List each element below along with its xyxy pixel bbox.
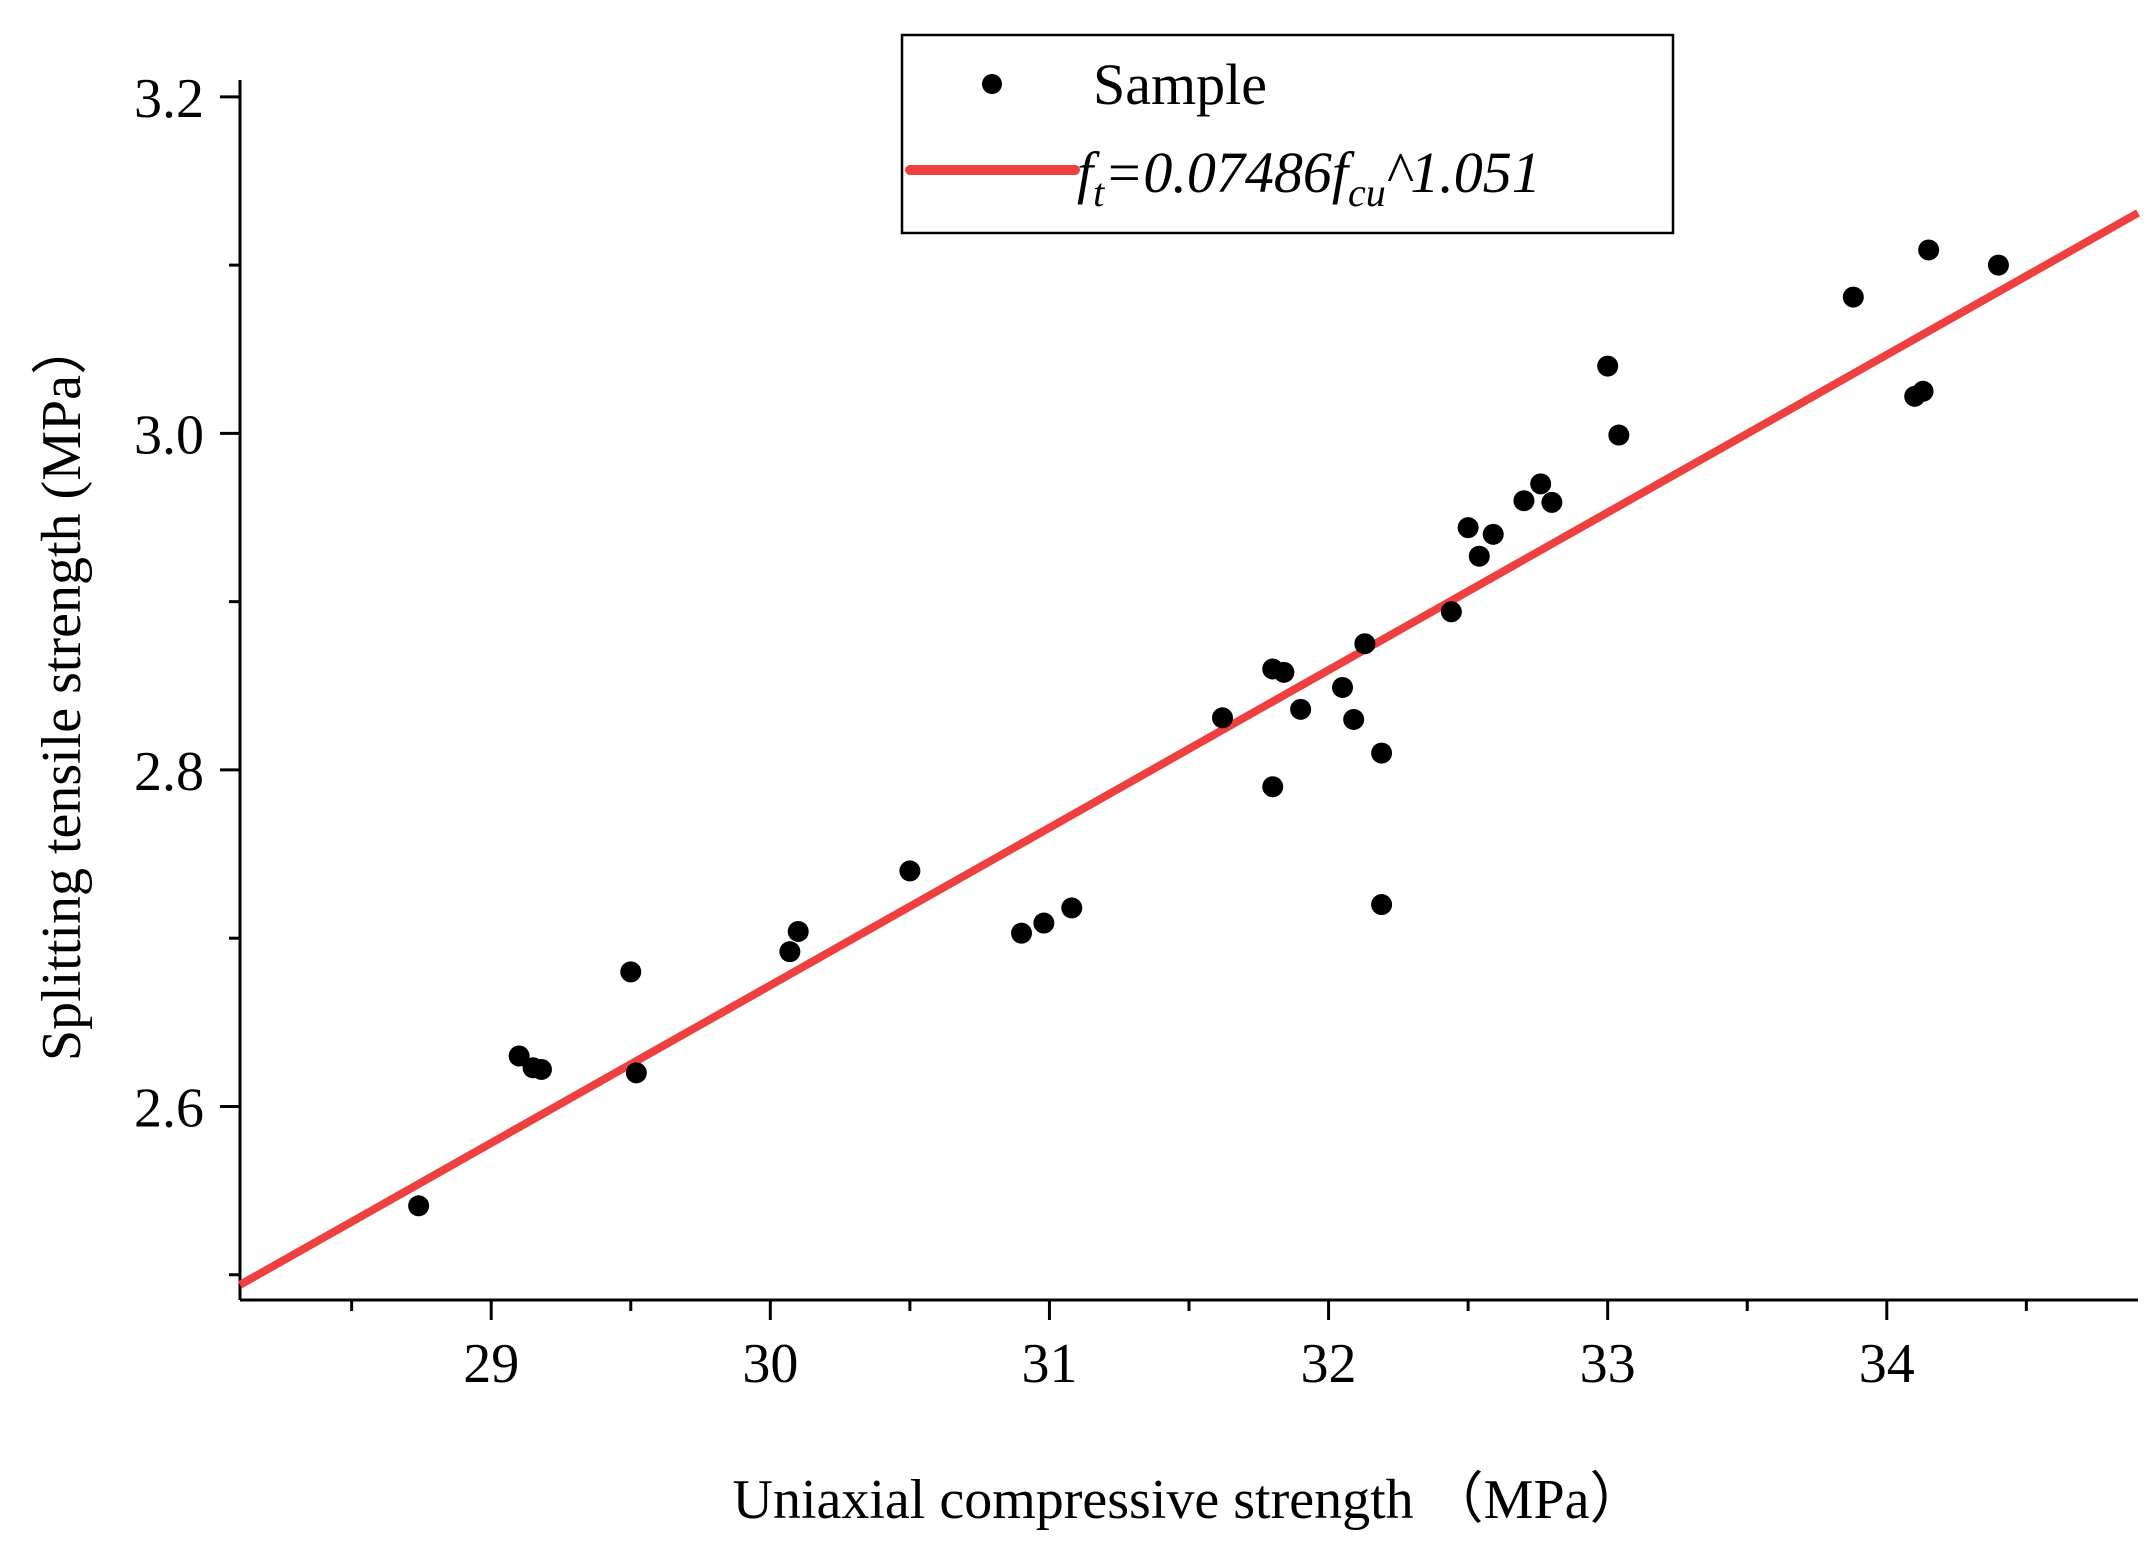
sample-point-6 xyxy=(625,1062,647,1084)
legend-fit-mid: =0.07486f xyxy=(1104,140,1355,205)
sample-point-7 xyxy=(779,941,801,963)
sample-point-19 xyxy=(1343,708,1365,730)
legend-fit-tail: ^1.051 xyxy=(1386,140,1541,205)
x-tick-label-33: 33 xyxy=(1580,1333,1636,1395)
sample-point-30 xyxy=(1597,355,1619,377)
legend-marker-sample xyxy=(982,74,1002,94)
sample-point-21 xyxy=(1371,742,1393,764)
sample-point-13 xyxy=(1211,707,1233,729)
sample-point-5 xyxy=(620,961,642,983)
sample-point-31 xyxy=(1608,424,1630,446)
sample-point-17 xyxy=(1290,698,1312,720)
x-tick-label-32: 32 xyxy=(1301,1333,1357,1395)
legend-fit-sub-cu: cu xyxy=(1348,170,1386,215)
sample-point-26 xyxy=(1482,523,1504,545)
sample-point-8 xyxy=(787,920,809,942)
sample-point-24 xyxy=(1457,517,1479,539)
legend-fit-sub-t: t xyxy=(1093,170,1105,215)
sample-point-28 xyxy=(1530,473,1552,495)
sample-point-1 xyxy=(408,1195,430,1217)
y-tick-label-3.0: 3.0 xyxy=(134,404,204,466)
x-axis-title: Uniaxial compressive strength （MPa） xyxy=(733,1469,1646,1531)
sample-point-18 xyxy=(1332,676,1354,698)
ticks: 29 30 31 32 33 34 2.6 2.8 3.0 3.2 xyxy=(134,68,2028,1395)
y-tick-label-2.8: 2.8 xyxy=(134,741,204,803)
sample-point-15 xyxy=(1262,776,1284,798)
points-layer xyxy=(408,239,2009,1217)
fit-line xyxy=(238,209,2140,1289)
sample-point-10 xyxy=(1011,922,1033,944)
legend-box xyxy=(900,33,1675,235)
sample-point-9 xyxy=(899,860,921,882)
sample-point-16 xyxy=(1273,661,1295,683)
sample-point-11 xyxy=(1033,912,1055,934)
legend: Sample ft=0.07486fcu^1.051 xyxy=(900,33,1675,235)
sample-point-23 xyxy=(1440,601,1462,623)
sample-point-20 xyxy=(1354,633,1376,655)
sample-point-35 xyxy=(1918,239,1940,261)
axes xyxy=(238,80,2138,1302)
x-tick-label-34: 34 xyxy=(1859,1333,1915,1395)
y-tick-label-2.6: 2.6 xyxy=(134,1077,204,1139)
sample-point-2 xyxy=(508,1045,530,1067)
sample-point-34 xyxy=(1912,380,1934,402)
sample-point-4 xyxy=(530,1058,552,1080)
y-tick-label-3.2: 3.2 xyxy=(134,68,204,130)
x-tick-label-30: 30 xyxy=(742,1333,798,1395)
sample-point-12 xyxy=(1061,897,1083,919)
y-axis-title: Splitting tensile strength (MPa） xyxy=(31,319,93,1061)
legend-label-fit: ft=0.07486fcu^1.051 xyxy=(1077,140,1541,215)
fit-line-layer xyxy=(238,209,2140,1289)
sample-point-27 xyxy=(1513,490,1535,512)
sample-point-32 xyxy=(1842,286,1864,308)
sample-point-29 xyxy=(1541,491,1563,513)
sample-point-25 xyxy=(1468,545,1490,567)
x-tick-label-29: 29 xyxy=(463,1333,519,1395)
sample-point-36 xyxy=(1987,254,2009,276)
x-tick-label-31: 31 xyxy=(1021,1333,1077,1395)
sample-point-22 xyxy=(1371,894,1393,916)
legend-label-sample: Sample xyxy=(1093,52,1267,117)
